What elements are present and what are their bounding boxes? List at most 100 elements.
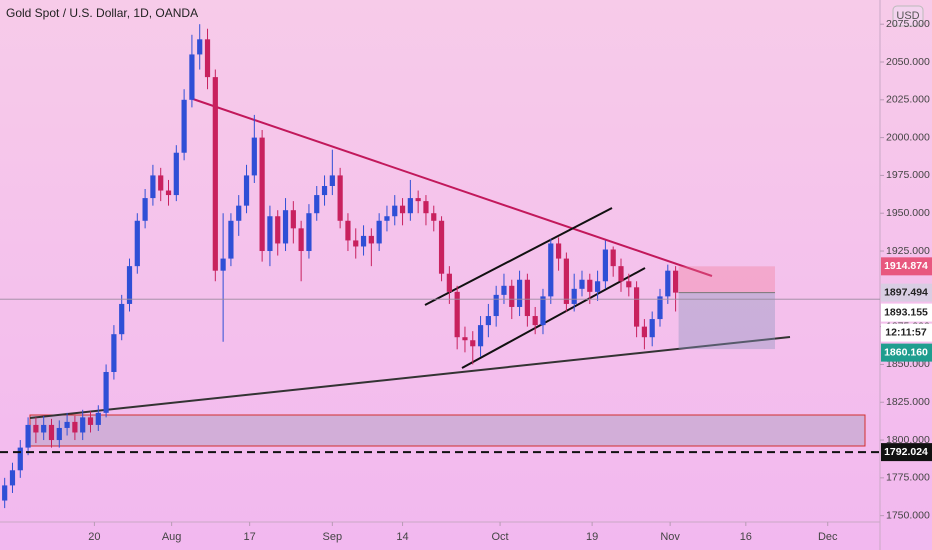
candle-body (626, 281, 632, 288)
candle-body (48, 424, 55, 441)
candle-body (142, 198, 148, 221)
candle-body (329, 175, 335, 186)
candle-body (321, 185, 328, 196)
candle-body (392, 205, 398, 217)
candle-body (197, 39, 203, 55)
candle-body (119, 303, 125, 335)
candle-body (189, 54, 195, 100)
support-zone (29, 414, 866, 447)
currency-badge[interactable] (892, 5, 924, 27)
candle-body (275, 216, 281, 244)
chart-title: Gold Spot / U.S. Dollar, 1D, OANDA (6, 6, 198, 20)
y-tick-label: 1775.000 (886, 472, 930, 484)
price-label: 1860.160 (884, 346, 928, 358)
price-label: 1914.874 (884, 260, 928, 272)
y-tick-label: 2075.000 (886, 18, 930, 30)
y-tick-label: 1825.000 (886, 396, 930, 408)
candle-body (516, 279, 523, 307)
candle-body (2, 485, 8, 501)
candle-body (95, 412, 101, 425)
candle-body (72, 421, 78, 433)
candle-body (641, 326, 647, 338)
x-tick-label: 16 (740, 531, 752, 543)
candle-body (540, 296, 546, 326)
candle-body (673, 270, 679, 293)
candle-body (470, 340, 476, 347)
x-tick-label: 19 (586, 531, 598, 543)
candle-body (298, 228, 304, 252)
x-tick-label: 20 (88, 531, 100, 543)
candle-body (524, 279, 530, 317)
candle-body (509, 285, 515, 307)
x-tick-label: 17 (244, 531, 256, 543)
candle-body (282, 210, 289, 244)
price-label-bg (881, 283, 932, 302)
candle-body (64, 421, 70, 428)
position-target (678, 266, 775, 293)
candle-body (314, 195, 320, 214)
price-label: 1792.024 (884, 446, 928, 458)
x-tick-label: Aug (162, 531, 182, 543)
overlay (0, 266, 880, 454)
candle-body (665, 270, 671, 297)
price-label-bg (881, 323, 932, 342)
candle-body (548, 243, 554, 297)
candle-body (501, 285, 507, 295)
position-stop (678, 292, 775, 350)
candle-body (17, 447, 23, 471)
candle-body (212, 77, 218, 271)
resistance-trendline (189, 97, 713, 277)
candle-body (33, 424, 39, 433)
candle-body (337, 175, 343, 221)
candle-body (80, 417, 86, 433)
candle-body (306, 213, 312, 252)
candle-body (477, 325, 484, 347)
candle-body (126, 266, 133, 304)
grid (93, 23, 884, 526)
candle-body (399, 205, 406, 214)
candle-body (103, 371, 109, 413)
candle-body (220, 258, 226, 271)
candle-body (360, 235, 367, 247)
price-label: 1897.494 (884, 286, 928, 298)
x-tick-label: Sep (323, 531, 343, 543)
candle-body (384, 216, 390, 221)
candle-body (485, 316, 491, 326)
candle-body (376, 220, 382, 244)
candle-body (423, 201, 429, 214)
candle-body (134, 220, 140, 267)
price-label-bg (881, 343, 932, 362)
x-tick-label: 14 (396, 531, 408, 543)
currency-label[interactable]: USD (896, 10, 919, 22)
candle-body (259, 137, 265, 252)
candle-body (165, 190, 172, 196)
candle-body (243, 175, 250, 206)
candle-body (415, 198, 421, 202)
candle-body (87, 417, 94, 425)
y-tick-label: 2000.000 (886, 131, 930, 143)
candle-body (649, 319, 655, 338)
candle-body (555, 243, 562, 259)
candle-body (657, 296, 663, 320)
y-tick-label: 2050.000 (886, 56, 930, 68)
candle-body (610, 249, 616, 267)
x-tick-label: Dec (818, 531, 838, 543)
channel-upper (424, 207, 613, 306)
candle-body (587, 279, 593, 292)
candle-body (204, 39, 211, 78)
candle-body (181, 99, 187, 153)
candle-body (41, 424, 47, 433)
channel-lower (461, 267, 646, 369)
candle-body (228, 220, 234, 259)
candle-body (9, 470, 16, 486)
candle-body (111, 334, 117, 372)
candle-body (150, 175, 156, 199)
candle-body (56, 427, 62, 441)
y-tick-label: 1925.000 (886, 245, 930, 257)
candle-body (438, 220, 445, 274)
y-tick-label: 1950.000 (886, 207, 930, 219)
candle-body (618, 266, 624, 282)
y-tick-label: 1800.000 (886, 434, 930, 446)
candle-body (158, 175, 164, 191)
